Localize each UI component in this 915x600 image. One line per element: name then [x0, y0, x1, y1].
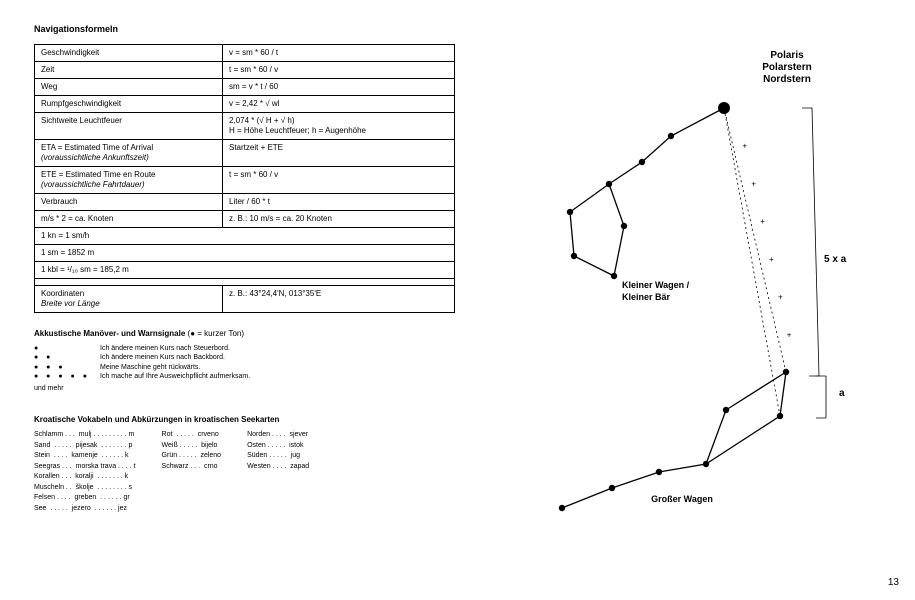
svg-text:Großer Wagen: Großer Wagen	[651, 494, 713, 504]
svg-text:+: +	[778, 293, 783, 302]
svg-text:Polaris: Polaris	[770, 50, 804, 61]
signal-row: ● ● ● ● ●Ich mache auf Ihre Ausweichpfli…	[34, 372, 454, 381]
svg-text:Kleiner Wagen /: Kleiner Wagen /	[622, 280, 690, 290]
svg-text:Nordstern: Nordstern	[763, 74, 811, 85]
table-row: 1 kn = 1 sm/h	[35, 228, 455, 245]
signal-dots: ● ● ● ● ●	[34, 372, 100, 381]
vocab-item: Grün . . . . . zeleno	[162, 451, 222, 462]
signal-desc: Ich mache auf Ihre Ausweichpflicht aufme…	[100, 372, 250, 381]
vocab-item: Muscheln . . školje . . . . . . . . s	[34, 483, 136, 494]
vocab-item: Süden . . . . . jug	[247, 451, 309, 462]
formula-table: Geschwindigkeitv = sm * 60 / tZeitt = sm…	[34, 44, 455, 313]
vocab-item: Rot . . . . . crveno	[162, 430, 222, 441]
formula-label: Verbrauch	[35, 194, 223, 211]
svg-text:+: +	[743, 142, 748, 151]
signals-list: ●Ich ändere meinen Kurs nach Steuerbord.…	[34, 344, 454, 393]
table-row: m/s * 2 = ca. Knotenz. B.: 10 m/s = ca. …	[35, 211, 455, 228]
formula-cell: 1 sm = 1852 m	[35, 245, 455, 262]
formula-label: m/s * 2 = ca. Knoten	[35, 211, 223, 228]
vocab-item: Weiß . . . . . bijelo	[162, 441, 222, 452]
svg-text:+: +	[751, 179, 756, 188]
formula-value: v = sm * 60 / t	[223, 45, 455, 62]
table-row: VerbrauchLiter / 60 * t	[35, 194, 455, 211]
svg-text:+: +	[760, 217, 765, 226]
table-row: KoordinatenBreite vor Längez. B.: 43°24,…	[35, 286, 455, 313]
svg-text:+: +	[787, 330, 792, 339]
signal-desc: Ich ändere meinen Kurs nach Steuerbord.	[100, 344, 230, 353]
table-row: Wegsm = v * t / 60	[35, 79, 455, 96]
vocab-item: See . . . . . jezero . . . . . . jez	[34, 504, 136, 515]
vocab-item: Sand . . . . . pijesak . . . . . . . p	[34, 441, 136, 452]
constellation-diagram: + + + + + + PolarisPolarsternNordstern Kleiner …	[464, 24, 894, 544]
heading-formulas: Navigationsformeln	[34, 24, 454, 34]
formula-value: t = sm * 60 / v	[223, 62, 455, 79]
vocab-item: Osten . . . . . istok	[247, 441, 309, 452]
vocab-item: Korallen . . . koralji . . . . . . . k	[34, 472, 136, 483]
table-row: Sichtweite Leuchtfeuer2,074 * (√ H + √ h…	[35, 113, 455, 140]
table-row: ETE = Estimated Time en Route(voraussich…	[35, 167, 455, 194]
signal-row: ●Ich ändere meinen Kurs nach Steuerbord.	[34, 344, 454, 353]
formula-value: Liter / 60 * t	[223, 194, 455, 211]
table-row: Geschwindigkeitv = sm * 60 / t	[35, 45, 455, 62]
formula-value: t = sm * 60 / v	[223, 167, 455, 194]
signal-row: ● ● ●Meine Maschine geht rückwärts.	[34, 363, 454, 372]
formula-value: 2,074 * (√ H + √ h)H = Höhe Leuchtfeuer;…	[223, 113, 455, 140]
page-number: 13	[888, 577, 899, 588]
formula-value: z. B.: 43°24,4'N, 013°35'E	[223, 286, 455, 313]
vocab-col-1: Schlamm . . . mulj . . . . . . . . . mSa…	[34, 430, 136, 514]
svg-text:Polarstern: Polarstern	[762, 62, 811, 73]
vocab-col-2: Rot . . . . . crvenoWeiß . . . . . bijel…	[162, 430, 222, 514]
svg-text:+: +	[769, 255, 774, 264]
table-row: Zeitt = sm * 60 / v	[35, 62, 455, 79]
formula-label: Geschwindigkeit	[35, 45, 223, 62]
formula-label: KoordinatenBreite vor Länge	[35, 286, 223, 313]
formula-label: Sichtweite Leuchtfeuer	[35, 113, 223, 140]
vocab-item: Schwarz . . . crno	[162, 462, 222, 473]
svg-text:5 x a: 5 x a	[824, 254, 847, 265]
signal-dots: ● ● ●	[34, 363, 100, 372]
table-row: Rumpfgeschwindigkeitv = 2,42 * √ wl	[35, 96, 455, 113]
signal-more: und mehr	[34, 384, 454, 393]
formula-value: sm = v * t / 60	[223, 79, 455, 96]
heading-vocab: Kroatische Vokabeln und Abkürzungen in k…	[34, 415, 454, 424]
formula-label: ETA = Estimated Time of Arrival(voraussi…	[35, 140, 223, 167]
formula-value: v = 2,42 * √ wl	[223, 96, 455, 113]
signal-row: ● ●Ich ändere meinen Kurs nach Backbord.	[34, 353, 454, 362]
svg-text:a: a	[839, 388, 845, 399]
table-row: 1 sm = 1852 m	[35, 245, 455, 262]
vocab-col-3: Norden . . . . sjeverOsten . . . . . ist…	[247, 430, 309, 514]
heading-signals-note: (● = kurzer Ton)	[188, 329, 244, 338]
signal-dots: ●	[34, 344, 100, 353]
vocab-item: Schlamm . . . mulj . . . . . . . . . m	[34, 430, 136, 441]
vocab-item: Felsen . . . . greben . . . . . . gr	[34, 493, 136, 504]
table-row: 1 kbl = ¹/₁₀ sm = 185,2 m	[35, 262, 455, 279]
vocab-item: Seegras . . . morska trava . . . . t	[34, 462, 136, 473]
signal-dots: ● ●	[34, 353, 100, 362]
formula-label: Weg	[35, 79, 223, 96]
formula-label: Rumpfgeschwindigkeit	[35, 96, 223, 113]
formula-cell: 1 kn = 1 sm/h	[35, 228, 455, 245]
signal-desc: Meine Maschine geht rückwärts.	[100, 363, 200, 372]
table-row: ETA = Estimated Time of Arrival(voraussi…	[35, 140, 455, 167]
signal-desc: Ich ändere meinen Kurs nach Backbord.	[100, 353, 225, 362]
svg-text:Kleiner Bär: Kleiner Bär	[622, 292, 671, 302]
formula-value: z. B.: 10 m/s = ca. 20 Knoten	[223, 211, 455, 228]
formula-value: Startzeit + ETE	[223, 140, 455, 167]
heading-signals: Akkustische Manöver- und Warnsignale (● …	[34, 329, 454, 338]
heading-signals-text: Akkustische Manöver- und Warnsignale	[34, 329, 185, 338]
vocab-columns: Schlamm . . . mulj . . . . . . . . . mSa…	[34, 430, 454, 514]
formula-label: Zeit	[35, 62, 223, 79]
formula-label: ETE = Estimated Time en Route(voraussich…	[35, 167, 223, 194]
vocab-item: Norden . . . . sjever	[247, 430, 309, 441]
vocab-item: Stein . . . . kamenje . . . . . . k	[34, 451, 136, 462]
formula-cell: 1 kbl = ¹/₁₀ sm = 185,2 m	[35, 262, 455, 279]
vocab-item: Westen . . . . zapad	[247, 462, 309, 473]
